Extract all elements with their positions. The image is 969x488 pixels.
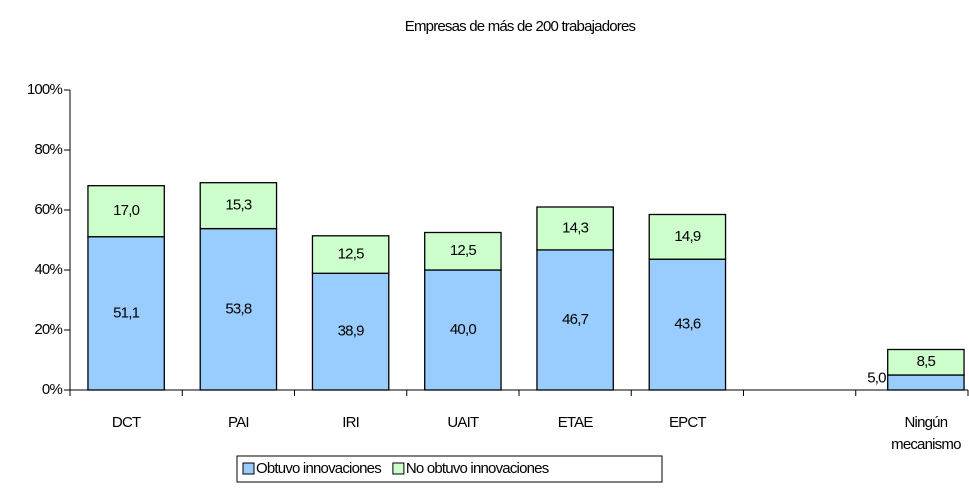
value-label: 53,8 — [225, 300, 251, 317]
x-tick-label: IRI — [342, 414, 360, 431]
legend-swatch — [242, 462, 255, 475]
x-tick-label: Ningún mecanismo — [891, 414, 961, 453]
value-label: 14,3 — [562, 219, 588, 236]
value-label: 8,5 — [917, 353, 936, 370]
y-tick-label: 0% — [42, 381, 63, 398]
bar-segment — [648, 213, 727, 260]
bar-segment — [311, 235, 390, 274]
value-label: 46,7 — [562, 311, 588, 328]
bar-segment — [87, 185, 165, 238]
legend-box — [236, 455, 663, 483]
bar-segment — [887, 374, 965, 391]
value-label: 17,0 — [113, 202, 139, 219]
value-label: 51,1 — [113, 304, 139, 321]
x-tick-label: UAIT — [447, 414, 479, 431]
x-tick-label: EPCT — [668, 414, 707, 431]
bar-segment — [87, 236, 165, 391]
bar-segment — [648, 258, 727, 391]
y-tick-label: 100% — [27, 81, 63, 98]
bar-segment — [424, 231, 502, 271]
y-tick-label: 80% — [34, 141, 62, 158]
bar-segment — [199, 182, 278, 230]
x-tick-label: DCT — [111, 414, 141, 431]
bar-segment — [536, 206, 614, 251]
value-label: 5,0 — [867, 369, 886, 386]
bar-segment — [311, 272, 390, 391]
value-label: 40,0 — [450, 321, 476, 338]
value-label: 15,3 — [225, 197, 251, 214]
value-label: 38,9 — [338, 323, 364, 340]
chart-title: Empresas de más de 200 trabajadores — [405, 18, 636, 35]
value-label: 14,9 — [674, 228, 700, 245]
y-tick-label: 20% — [34, 321, 62, 338]
x-tick-label: PAI — [228, 414, 249, 431]
value-label: 12,5 — [450, 242, 476, 259]
value-label: 43,6 — [674, 316, 700, 333]
bar-segment — [199, 227, 278, 391]
bar-segment — [536, 249, 614, 391]
bar-segment — [424, 269, 502, 391]
legend-swatch — [392, 462, 405, 475]
bar-segment — [887, 348, 965, 376]
x-tick-label: ETAE — [557, 414, 594, 431]
y-tick-label: 60% — [34, 201, 62, 218]
legend-label: No obtuvo innovaciones — [406, 460, 549, 477]
value-label: 12,5 — [338, 246, 364, 263]
y-tick-label: 40% — [34, 261, 62, 278]
legend-label: Obtuvo innovaciones — [256, 460, 381, 477]
